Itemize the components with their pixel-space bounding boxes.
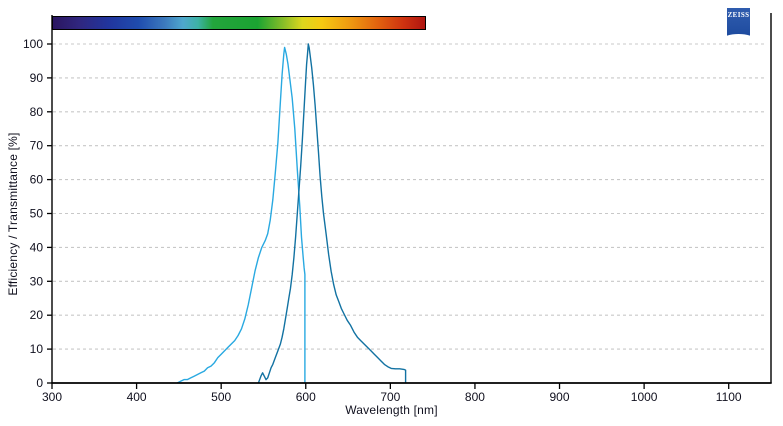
y-tick-label-30: 30 <box>30 274 44 288</box>
y-tick-label-40: 40 <box>30 240 44 254</box>
x-tick-label-1000: 1000 <box>631 390 658 404</box>
x-tick-label-300: 300 <box>42 390 62 404</box>
tick-labels: 0 10 20 30 40 50 60 70 80 90 100 300 400 500 600 700 800… <box>23 37 742 404</box>
y-tick-label-100: 100 <box>23 37 43 51</box>
x-tick-label-800: 800 <box>465 390 485 404</box>
y-tick-label-20: 20 <box>30 308 44 322</box>
spectra-curves <box>176 43 407 384</box>
x-axis-title: Wavelength [nm] <box>345 403 438 417</box>
zeiss-logo: ZEISS <box>727 8 750 37</box>
y-tick-label-60: 60 <box>30 173 44 187</box>
y-tick-label-70: 70 <box>30 139 44 153</box>
excitation-spectrum-curve <box>176 46 306 384</box>
zeiss-logo-lens-arc <box>727 34 750 37</box>
x-tick-label-1100: 1100 <box>716 390 742 404</box>
axes <box>47 13 772 389</box>
x-tick-label-400: 400 <box>127 390 147 404</box>
x-tick-label-600: 600 <box>296 390 316 404</box>
emission-spectrum-curve <box>257 43 407 384</box>
y-tick-label-80: 80 <box>30 105 44 119</box>
y-tick-label-0: 0 <box>36 376 43 390</box>
x-tick-label-900: 900 <box>550 390 570 404</box>
gridlines <box>53 43 766 350</box>
y-axis-title: Efficiency / Transmittance [%] <box>6 132 20 296</box>
x-tick-label-700: 700 <box>380 390 400 404</box>
x-tick-label-500: 500 <box>211 390 231 404</box>
spectrum-color-bar <box>52 16 426 30</box>
y-tick-label-50: 50 <box>30 207 44 221</box>
y-tick-label-90: 90 <box>30 71 44 85</box>
y-tick-label-10: 10 <box>30 342 44 356</box>
zeiss-logo-text: ZEISS <box>727 11 750 19</box>
